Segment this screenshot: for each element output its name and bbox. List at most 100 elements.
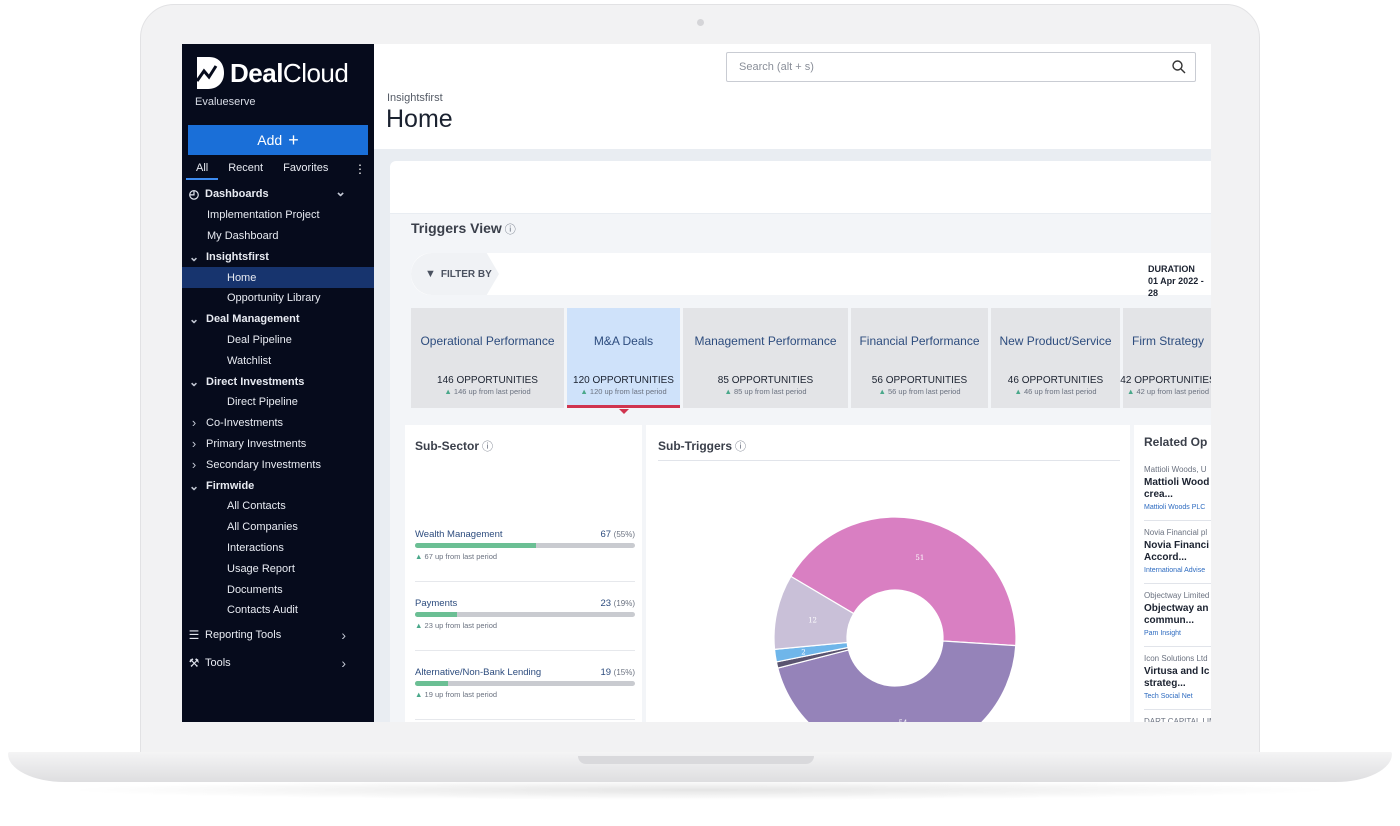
trigger-tile[interactable]: Management Performance 85 OPPORTUNITIES ▲ … — [683, 308, 848, 408]
tile-delta: ▲ 46 up from last period — [1014, 387, 1096, 396]
related-title-line2: crea... — [1144, 489, 1173, 500]
trigger-tile[interactable]: Operational Performance 146 OPPORTUNITIES… — [411, 308, 564, 408]
sidebar-item-opportunity-library[interactable]: Opportunity Library — [182, 288, 374, 309]
sidebar-item-label: Deal Management — [206, 313, 300, 326]
app-screen: DealCloud Evalueserve Add + All Recent F… — [182, 44, 1211, 722]
sidebar-item-contacts-audit[interactable]: Contacts Audit — [182, 600, 374, 621]
sidebar-item-interactions[interactable]: Interactions — [182, 538, 374, 559]
sidebar-item-dashboards[interactable]: ◴ Dashboards ⌄ — [182, 184, 374, 205]
filter-by-button[interactable]: ▼ FILTER BY — [411, 253, 499, 295]
related-org: DART CAPITAL LIM — [1144, 717, 1211, 722]
chevron-right-icon[interactable]: › — [191, 415, 197, 431]
sidebar-tabs: All Recent Favorites ⋮ — [186, 160, 372, 180]
tile-delta-text: 46 up from last period — [1023, 387, 1097, 396]
tile-delta-text: 42 up from last period — [1136, 387, 1210, 396]
sub-sector-bar — [415, 612, 635, 617]
sub-sector-label: Wealth Management — [415, 529, 503, 540]
sidebar: DealCloud Evalueserve Add + All Recent F… — [182, 44, 374, 722]
sidebar-item-watchlist[interactable]: Watchlist — [182, 350, 374, 371]
divider — [415, 650, 635, 651]
chevron-down-icon[interactable]: ⌄ — [188, 312, 200, 327]
sub-sector-label: Alternative/Non-Bank Lending — [415, 667, 542, 678]
add-button[interactable]: Add + — [188, 125, 368, 155]
tile-count: 46 OPPORTUNITIES — [1007, 375, 1104, 386]
sidebar-item-firmwide[interactable]: ⌄ Firmwide — [182, 475, 374, 496]
related-item[interactable]: Mattioli Woods, U Mattioli Wood crea... Mat… — [1144, 465, 1211, 511]
up-arrow-icon: ▲ — [878, 387, 886, 396]
chevron-down-icon[interactable]: ⌄ — [188, 478, 200, 493]
sidebar-item-deal-pipeline[interactable]: Deal Pipeline — [182, 330, 374, 351]
duration-display[interactable]: DURATION 01 Apr 2022 - 28 — [1148, 263, 1211, 299]
related-title-line1: Virtusa and Ic — [1144, 666, 1210, 677]
sidebar-item-all-companies[interactable]: All Companies — [182, 517, 374, 538]
sidebar-item-insightsfirst[interactable]: ⌄ Insightsfirst — [182, 246, 374, 267]
laptop-notch — [578, 756, 814, 764]
related-tag[interactable]: Mattioli Woods PLC — [1144, 504, 1206, 511]
chevron-right-icon[interactable]: › — [341, 654, 346, 671]
sidebar-item-direct-investments[interactable]: ⌄ Direct Investments — [182, 371, 374, 392]
sidebar-item-primary-investments[interactable]: › Primary Investments — [182, 434, 374, 455]
dealcloud-logo[interactable]: DealCloud — [194, 54, 349, 92]
donut-slice[interactable] — [773, 575, 855, 651]
chevron-right-icon[interactable]: › — [191, 456, 197, 472]
triggers-title-text: Triggers View — [411, 220, 502, 236]
donut-slice[interactable] — [790, 516, 1017, 647]
trigger-tile[interactable]: Firm Strategy 42 OPPORTUNITIES ▲ 42 up fro… — [1120, 308, 1211, 408]
related-item[interactable]: Novia Financial pl Novia Financi Accord...… — [1144, 528, 1211, 574]
trigger-tile[interactable]: Financial Performance 56 OPPORTUNITIES ▲ 5… — [851, 308, 988, 408]
info-icon[interactable]: ⓘ — [504, 224, 516, 236]
tile-name: Firm Strategy — [1131, 334, 1204, 348]
sub-sector-item[interactable]: Alternative/Non-Bank Lending 19 (15%) ▲ 19… — [415, 667, 635, 699]
sidebar-item-all-contacts[interactable]: All Contacts — [182, 496, 374, 517]
tile-count: 146 OPPORTUNITIES — [437, 375, 538, 386]
tile-delta: ▲ 146 up from last period — [444, 387, 530, 396]
add-label: Add — [257, 132, 283, 148]
divider — [415, 719, 635, 720]
sub-triggers-title: Sub-Triggers ⓘ — [658, 438, 746, 454]
tile-name: M&A Deals — [593, 334, 654, 348]
sub-sector-item[interactable]: Wealth Management 67 (55%) ▲ 67 up from la… — [415, 529, 635, 561]
triggers-view-title: Triggers View ⓘ — [411, 220, 516, 237]
sidebar-item-deal-management[interactable]: ⌄ Deal Management — [182, 309, 374, 330]
related-item[interactable]: Objectway Limited Objectway an commun... Pa… — [1144, 591, 1211, 637]
sub-sector-delta: ▲ 67 up from last period — [415, 552, 635, 561]
chevron-right-icon[interactable]: › — [341, 626, 346, 643]
chevron-right-icon[interactable]: › — [191, 435, 197, 451]
trigger-tile[interactable]: M&A Deals 120 OPPORTUNITIES ▲ 120 up from … — [567, 308, 680, 414]
sidebar-item-usage-report[interactable]: Usage Report — [182, 558, 374, 579]
related-tag[interactable]: Tech Social Net — [1144, 693, 1193, 700]
sub-sector-pct: (15%) — [613, 668, 635, 677]
sidebar-item-implementation-project[interactable]: Implementation Project — [182, 205, 374, 226]
chevron-down-icon[interactable]: ⌄ — [188, 249, 200, 264]
donut-slice[interactable] — [777, 640, 1017, 722]
sub-sector-title-text: Sub-Sector — [415, 439, 480, 453]
sidebar-item-label: Home — [227, 271, 257, 284]
tab-all[interactable]: All — [186, 160, 219, 180]
tab-favorites[interactable]: Favorites — [283, 162, 329, 174]
sidebar-item-documents[interactable]: Documents — [182, 579, 374, 600]
related-title-line1: Mattioli Wood — [1144, 477, 1210, 488]
laptop-shadow — [60, 780, 1340, 800]
sub-sector-item[interactable]: Payments 23 (19%) ▲ 23 up from last period — [415, 598, 635, 630]
related-tag[interactable]: Pam Insight — [1144, 630, 1181, 637]
more-vertical-icon[interactable]: ⋮ — [354, 162, 366, 176]
sidebar-item-tools[interactable]: ⚒ Tools › — [182, 649, 374, 677]
sidebar-item-direct-pipeline[interactable]: Direct Pipeline — [182, 392, 374, 413]
related-item[interactable]: Icon Solutions Ltd Virtusa and Ic strateg.… — [1144, 654, 1211, 700]
related-title: Related Op — [1144, 435, 1208, 449]
info-icon[interactable]: ⓘ — [482, 441, 494, 453]
sidebar-item-co-investments[interactable]: › Co-Investments — [182, 413, 374, 434]
chevron-down-icon[interactable]: ⌄ — [335, 184, 346, 199]
sidebar-item-my-dashboard[interactable]: My Dashboard — [182, 226, 374, 247]
search-icon[interactable] — [1171, 59, 1187, 75]
related-tag[interactable]: International Advise — [1144, 567, 1206, 574]
sidebar-item-reporting-tools[interactable]: ☰ Reporting Tools › — [182, 621, 374, 649]
info-icon[interactable]: ⓘ — [735, 441, 747, 453]
breadcrumb[interactable]: Insightsfirst — [387, 92, 443, 104]
tab-recent[interactable]: Recent — [228, 162, 264, 174]
sidebar-item-home[interactable]: Home — [182, 267, 374, 288]
search-input[interactable]: Search (alt + s) — [726, 52, 1196, 82]
chevron-down-icon[interactable]: ⌄ — [188, 374, 200, 389]
trigger-tile[interactable]: New Product/Service 46 OPPORTUNITIES ▲ 46 … — [991, 308, 1120, 408]
sidebar-item-secondary-investments[interactable]: › Secondary Investments — [182, 454, 374, 475]
